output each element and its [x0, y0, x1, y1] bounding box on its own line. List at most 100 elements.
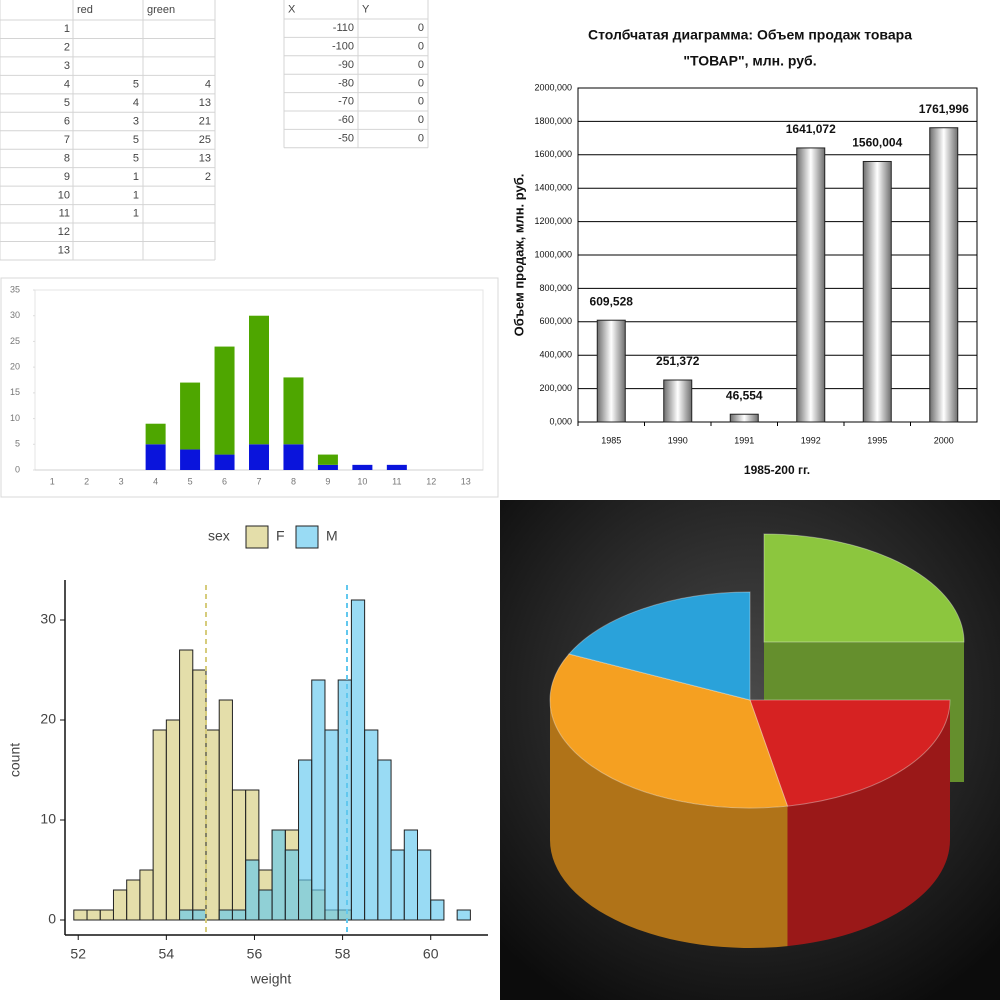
- histogram-bar: [298, 759, 313, 921]
- histogram-bar: [311, 679, 326, 921]
- cell: -70: [338, 96, 354, 108]
- histogram-bar: [324, 729, 339, 921]
- cell: 7: [64, 134, 70, 146]
- bar: [663, 379, 693, 423]
- legend-label: F: [276, 528, 285, 544]
- cell: 10: [58, 189, 70, 201]
- x-tick-label: 5: [188, 476, 193, 486]
- x-tick-label: 13: [461, 476, 471, 486]
- histogram-bar: [179, 909, 194, 921]
- histogram-bar: [271, 829, 286, 921]
- histogram-bar: [456, 909, 471, 921]
- chart-title: Столбчатая диаграмма: Объем продаж товар…: [588, 27, 912, 43]
- cell: -110: [333, 22, 354, 34]
- x-tick-label: 1991: [734, 435, 754, 445]
- y-axis-label: Объем продаж, млн. руб.: [511, 174, 526, 337]
- y-tick-label: 1800,000: [534, 116, 572, 126]
- y-tick-label: 600,000: [539, 316, 572, 326]
- cell: 0: [418, 96, 424, 108]
- cell: 0: [418, 41, 424, 53]
- chart-title: "ТОВАР", млн. руб.: [683, 53, 816, 69]
- y-tick-label: 1400,000: [534, 183, 572, 193]
- x-tick-label: 7: [256, 476, 261, 486]
- y-tick-label: 20: [40, 711, 56, 727]
- x-tick-label: 2: [84, 476, 89, 486]
- x-tick-label: 9: [325, 476, 330, 486]
- histogram-bar: [377, 759, 392, 921]
- bar-segment: [283, 377, 304, 445]
- cell: 3: [64, 60, 70, 72]
- y-axis-label: count: [7, 743, 23, 777]
- histogram-bar: [192, 669, 207, 921]
- cell: 1: [133, 171, 139, 183]
- x-tick-label: 60: [423, 946, 439, 962]
- y-tick-label: 0: [15, 464, 20, 474]
- cell: 21: [199, 115, 211, 127]
- cell: 1: [133, 189, 139, 201]
- histogram-bar: [430, 899, 445, 921]
- legend-label: M: [326, 528, 338, 544]
- cell: 4: [205, 79, 211, 91]
- histogram-bar: [364, 729, 379, 921]
- column-header: Y: [362, 3, 370, 15]
- histogram-bar: [417, 849, 432, 921]
- y-tick-label: 1600,000: [534, 149, 572, 159]
- value-label: 1641,072: [786, 122, 836, 136]
- x-axis-label: weight: [250, 971, 292, 987]
- histogram-bar: [403, 829, 418, 921]
- x-tick-label: 4: [153, 476, 158, 486]
- cell: 13: [58, 245, 70, 257]
- legend-title: sex: [208, 528, 230, 544]
- bar-segment: [249, 315, 269, 445]
- cell: 2: [64, 42, 70, 54]
- x-tick-label: 54: [159, 946, 175, 962]
- cell: 12: [58, 226, 70, 238]
- y-tick-label: 1000,000: [534, 249, 572, 259]
- x-tick-label: 1985: [601, 435, 621, 445]
- x-tick-label: 1995: [867, 435, 887, 445]
- bar-segment: [180, 382, 201, 450]
- cell: 6: [64, 115, 70, 127]
- legend-swatch: [245, 525, 269, 549]
- bar-segment: [145, 444, 166, 470]
- bar-segment: [317, 464, 338, 470]
- cell: -50: [338, 133, 354, 145]
- histogram-bar: [73, 909, 88, 921]
- x-tick-label: 1992: [801, 435, 821, 445]
- bar-segment: [317, 454, 338, 465]
- bar-segment: [145, 423, 166, 445]
- column-header: red: [77, 4, 93, 16]
- cell: 0: [418, 22, 424, 34]
- cell: 4: [64, 79, 70, 91]
- histogram-bar: [390, 849, 405, 921]
- histogram-bar: [205, 729, 220, 921]
- histogram-bar: [231, 909, 247, 921]
- histogram-bar: [86, 909, 101, 921]
- cell: 0: [418, 114, 424, 126]
- cell: -90: [338, 59, 354, 71]
- pie-side: [550, 700, 788, 948]
- x-tick-label: 1: [50, 476, 55, 486]
- cell: 0: [418, 133, 424, 145]
- histogram-bar: [231, 789, 247, 921]
- value-label: 46,554: [726, 388, 763, 402]
- histogram-bar: [139, 869, 154, 921]
- histogram-bar: [218, 699, 233, 921]
- pie-side: [787, 700, 950, 947]
- cell: 13: [199, 152, 211, 164]
- cell: 5: [133, 134, 139, 146]
- cell: -100: [332, 41, 354, 53]
- y-tick-label: 35: [10, 284, 20, 294]
- cell: 11: [59, 208, 70, 220]
- cell: -80: [338, 77, 354, 89]
- histogram-bar: [337, 679, 352, 921]
- x-tick-label: 10: [357, 476, 367, 486]
- pie-slice: [763, 533, 965, 643]
- histogram-bar: [284, 849, 300, 921]
- x-axis-label: 1985-200 гг.: [744, 463, 810, 477]
- value-label: 609,528: [590, 294, 634, 308]
- bar-segment: [249, 444, 269, 470]
- column-header: X: [288, 3, 296, 15]
- cell: 0: [418, 77, 424, 89]
